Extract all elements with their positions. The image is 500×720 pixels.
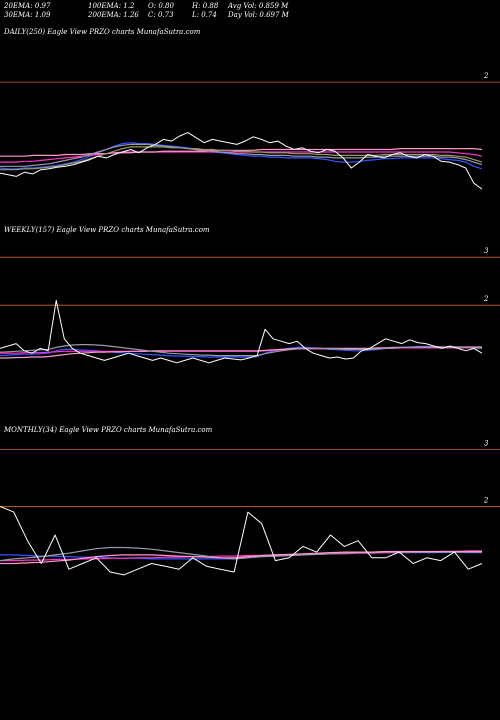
- weekly-axis-label: 2: [483, 295, 489, 303]
- monthly-price-line: [0, 505, 483, 576]
- high-label: H: 0.88: [192, 2, 219, 10]
- avg-vol-label: Avg Vol: 0.859 M: [228, 2, 289, 10]
- monthly-axis-label: 2: [483, 496, 489, 504]
- close-label: C: 0.73: [148, 11, 174, 19]
- daily-ema-line-ema_magenta: [0, 151, 483, 163]
- ema20-label: 20EMA: 0.97: [4, 2, 51, 10]
- weekly-panel-title: WEEKLY(157) Eagle View PRZO charts Munaf…: [4, 226, 210, 234]
- daily-ema-line-ema_pink: [0, 148, 483, 157]
- ema30-label: 30EMA: 1.09: [4, 11, 51, 19]
- low-label: L: 0.74: [192, 11, 217, 19]
- ema100-label: 100EMA: 1.2: [88, 2, 135, 10]
- daily-axis-label: 2: [483, 72, 489, 80]
- daily-ema-line-ema_olive: [0, 146, 483, 171]
- weekly-price-line: [0, 299, 483, 364]
- daily-panel-title: DAILY(250) Eagle View PRZO charts Munafa…: [4, 28, 201, 36]
- open-label: O: 0.80: [148, 2, 174, 10]
- weekly-axis-label: 3: [484, 247, 489, 255]
- weekly-ema-line-ema_gray: [0, 344, 482, 357]
- monthly-ema-line-ema_gray: [0, 546, 482, 562]
- monthly-panel-title: MONTHLY(34) Eagle View PRZO charts Munaf…: [4, 426, 213, 434]
- monthly-ema-line-ema_pink: [0, 550, 482, 565]
- ema200-label: 200EMA: 1.26: [88, 11, 139, 19]
- monthly-axis-label: 3: [484, 439, 489, 447]
- day-vol-label: Day Vol: 0.697 M: [228, 11, 289, 19]
- daily-price-line: [0, 132, 483, 190]
- daily-ema-line-ema_gray: [0, 143, 483, 167]
- daily-ema-line-ema_blue: [0, 142, 483, 170]
